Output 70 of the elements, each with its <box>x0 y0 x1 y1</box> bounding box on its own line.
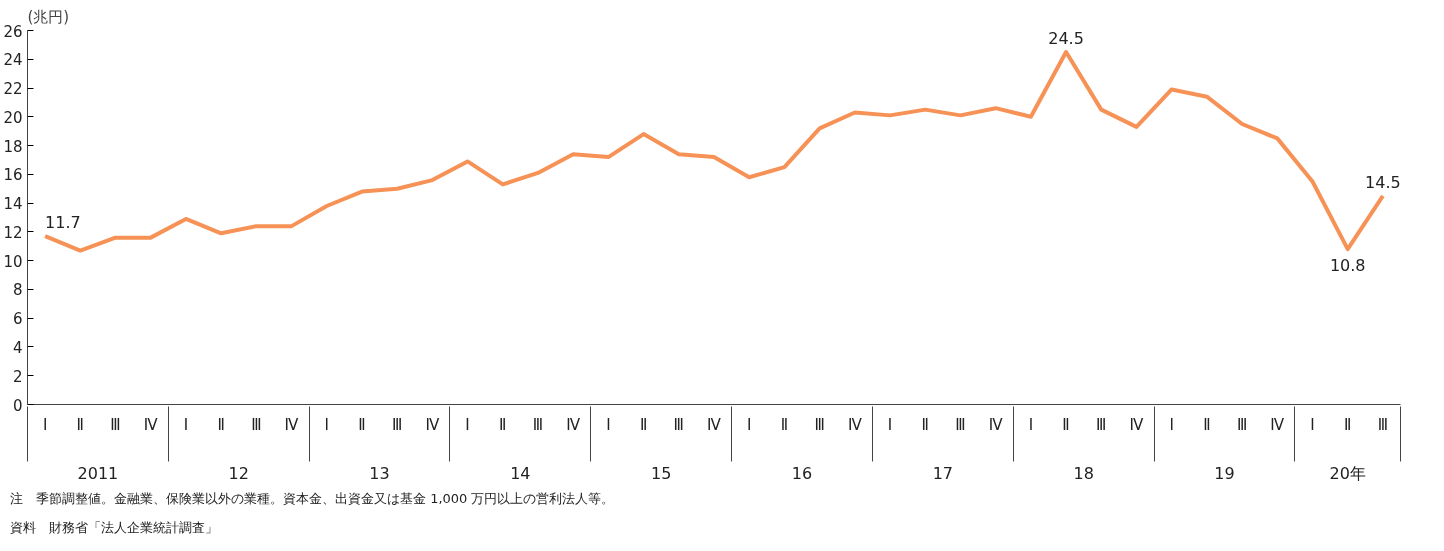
x-tick-label: Ⅳ <box>1129 415 1144 434</box>
x-tick-label: Ⅳ <box>143 415 158 434</box>
x-tick-label: Ⅰ <box>42 415 48 434</box>
x-tick-label: Ⅱ <box>921 415 929 434</box>
x-tick-label: Ⅱ <box>76 415 85 434</box>
y-tick-label: 0 <box>12 396 23 415</box>
x-tick-label: Ⅱ <box>780 415 789 434</box>
text: 資料 財務省「法人企業統計調査」 <box>10 518 218 537</box>
y-tick-label: 22 <box>3 80 23 99</box>
x-tick-label: Ⅳ <box>566 415 581 434</box>
text: 13 <box>369 463 390 483</box>
text: 14 <box>510 463 531 483</box>
text: 2011 <box>77 463 119 483</box>
text: 19 <box>1214 463 1235 483</box>
text: 18 <box>1073 463 1094 483</box>
data-label: 10.8 <box>1329 256 1366 276</box>
y-tick-label: 10 <box>3 252 23 271</box>
x-tick-label: Ⅱ <box>1344 415 1352 434</box>
x-tick-label: Ⅳ <box>425 415 440 434</box>
x-tick-label: Ⅲ <box>955 415 966 434</box>
x-tick-label: Ⅲ <box>1096 415 1107 434</box>
x-tick-label: Ⅳ <box>284 415 299 434</box>
y-tick-label: 12 <box>3 223 23 242</box>
x-tick-label: Ⅰ <box>1310 415 1315 434</box>
x-tick-label: Ⅰ <box>465 415 470 434</box>
x-tick-label: Ⅰ <box>887 415 893 434</box>
y-tick-label: 18 <box>3 137 23 156</box>
x-tick-label: Ⅳ <box>988 415 1003 434</box>
x-tick-label: Ⅰ <box>746 415 752 434</box>
y-tick-label: 24 <box>3 51 23 70</box>
x-tick-label: Ⅱ <box>358 415 366 434</box>
y-tick-label: 26 <box>3 22 23 41</box>
x-tick-label: Ⅲ <box>1377 415 1389 434</box>
text: 12 <box>228 463 249 483</box>
x-tick-label: Ⅱ <box>217 415 225 434</box>
x-tick-label: Ⅰ <box>1028 415 1034 434</box>
data-label: 24.5 <box>1048 29 1084 49</box>
y-tick-label: 2 <box>12 367 23 386</box>
x-tick-label: Ⅱ <box>1203 415 1211 434</box>
x-tick-label: Ⅰ <box>1169 415 1174 434</box>
text: 20年 <box>1329 463 1366 483</box>
x-tick-label: Ⅰ <box>183 415 189 434</box>
x-tick-label: Ⅲ <box>532 415 544 434</box>
y-axis-title: (兆円) <box>27 7 70 26</box>
x-tick-label: Ⅲ <box>391 415 403 434</box>
x-tick-label: Ⅳ <box>1270 415 1285 434</box>
x-tick-label: Ⅳ <box>847 415 862 434</box>
text: 注 季節調整値。金融業、保険業以外の業種。資本金、出資金又は基金 1,000 万円以上の営利法人等。 <box>10 490 615 508</box>
x-tick-label: Ⅲ <box>673 415 684 434</box>
y-tick-label: 20 <box>3 108 23 127</box>
x-tick-label: Ⅲ <box>110 415 121 434</box>
x-tick-label: Ⅱ <box>639 415 648 434</box>
text: 15 <box>651 463 672 483</box>
y-tick-label: 8 <box>12 281 23 300</box>
x-tick-label: Ⅲ <box>1236 415 1248 434</box>
x-tick-label: Ⅱ <box>1062 415 1070 434</box>
x-tick-label: Ⅰ <box>324 415 329 434</box>
x-tick-label: Ⅱ <box>499 415 507 434</box>
y-tick-label: 16 <box>3 166 23 185</box>
x-tick-label: Ⅳ <box>707 415 722 434</box>
data-label: 11.7 <box>45 213 81 233</box>
x-tick-label: Ⅰ <box>606 415 611 434</box>
text: 16 <box>791 463 813 483</box>
x-tick-label: Ⅲ <box>251 415 262 434</box>
y-tick-label: 14 <box>3 195 23 214</box>
y-tick-label: 4 <box>12 338 23 357</box>
y-tick-label: 6 <box>12 310 23 329</box>
x-tick-label: Ⅲ <box>814 415 825 434</box>
data-label: 14.5 <box>1365 172 1401 192</box>
text: 17 <box>932 463 954 483</box>
